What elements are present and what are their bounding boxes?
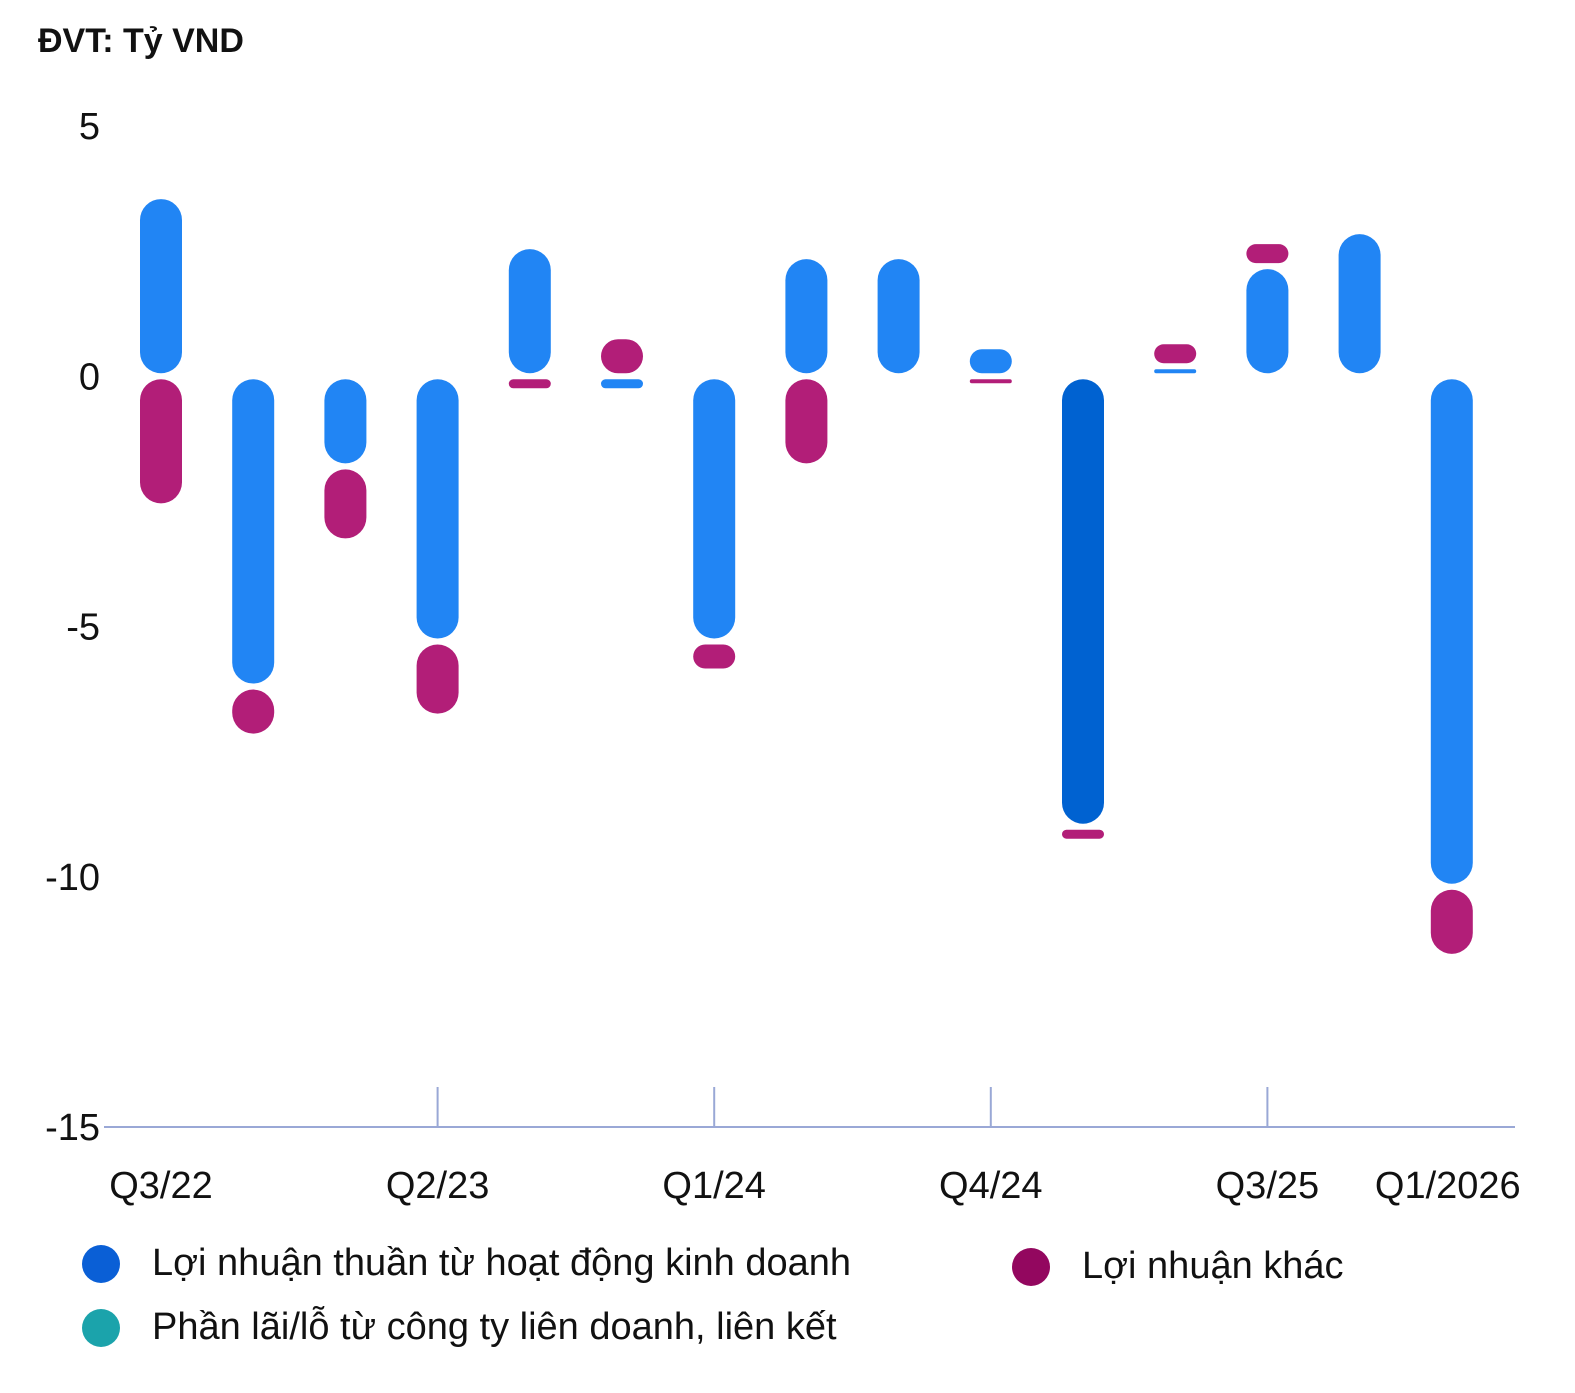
bar-operating-Q4/24 <box>969 349 1012 374</box>
x-tick-label: Q1/24 <box>662 1165 766 1207</box>
y-tick-label: -15 <box>45 1107 100 1149</box>
bar-operating-Q3/23 <box>508 249 551 374</box>
bar-operating-Q2/23 <box>416 379 459 639</box>
legend-item-operating-profit[interactable]: Lợi nhuận thuần từ hoạt động kinh doanh <box>82 1242 851 1285</box>
bar-other-Q1/24 <box>693 644 736 669</box>
legend-item-jv-profit[interactable]: Phần lãi/lỗ từ công ty liên doanh, liên … <box>82 1306 837 1349</box>
bar-operating-Q2/24 <box>785 259 828 374</box>
bar-other-Q3/22 <box>140 379 182 504</box>
x-tick-label: Q3/25 <box>1216 1165 1320 1207</box>
bar-operating-Q1/24 <box>693 379 736 639</box>
x-tick-label: Q3/22 <box>109 1165 213 1207</box>
bar-other-Q2/24 <box>785 379 828 464</box>
bar-operating-Q4/23 <box>601 379 643 389</box>
bar-operating-Q4/25 <box>1338 234 1381 374</box>
y-tick-label: -10 <box>45 857 100 899</box>
bar-operating-Q3/24 <box>877 259 920 374</box>
bar-operating-Q1/2026 <box>1430 379 1473 884</box>
bar-other-Q1/25 <box>1062 829 1104 839</box>
x-tick-label: Q1/2026 <box>1375 1165 1521 1207</box>
y-tick-label: 0 <box>79 356 100 398</box>
legend-label: Lợi nhuận thuần từ hoạt động kinh doanh <box>152 1242 852 1284</box>
legend-label: Phần lãi/lỗ từ công ty liên doanh, liên … <box>152 1306 837 1348</box>
bar-operating-Q1/23 <box>324 379 367 464</box>
bar-other-Q4/23 <box>601 339 643 374</box>
legend-swatch <box>82 1244 120 1283</box>
x-tick-label: Q4/24 <box>939 1165 1043 1207</box>
bar-other-Q1/2026 <box>1430 889 1473 954</box>
y-tick-label: 5 <box>79 106 100 148</box>
bar-operating-Q4/22 <box>232 379 275 684</box>
legend-swatch <box>82 1308 120 1347</box>
bar-operating-Q1/25 <box>1062 379 1104 824</box>
legend-swatch <box>1012 1247 1050 1286</box>
bar-other-Q4/22 <box>232 689 275 734</box>
bar-other-Q3/25 <box>1246 244 1289 264</box>
bar-operating-Q3/25 <box>1246 269 1289 374</box>
unit-label: ĐVT: Tỷ VND <box>38 22 244 60</box>
bar-other-Q4/24 <box>969 379 1012 384</box>
legend-label: Lợi nhuận khác <box>1082 1245 1344 1287</box>
bar-operating-Q3/22 <box>140 199 182 374</box>
bar-other-Q2/25 <box>1154 344 1197 364</box>
bar-other-Q2/23 <box>416 644 459 714</box>
bar-other-Q3/23 <box>508 379 551 389</box>
bar-operating-Q2/25 <box>1154 369 1197 374</box>
y-tick-label: -5 <box>66 607 100 649</box>
x-tick-label: Q2/23 <box>386 1165 490 1207</box>
bar-other-Q1/23 <box>324 469 367 539</box>
legend-item-other-profit[interactable]: Lợi nhuận khác <box>1012 1245 1344 1288</box>
